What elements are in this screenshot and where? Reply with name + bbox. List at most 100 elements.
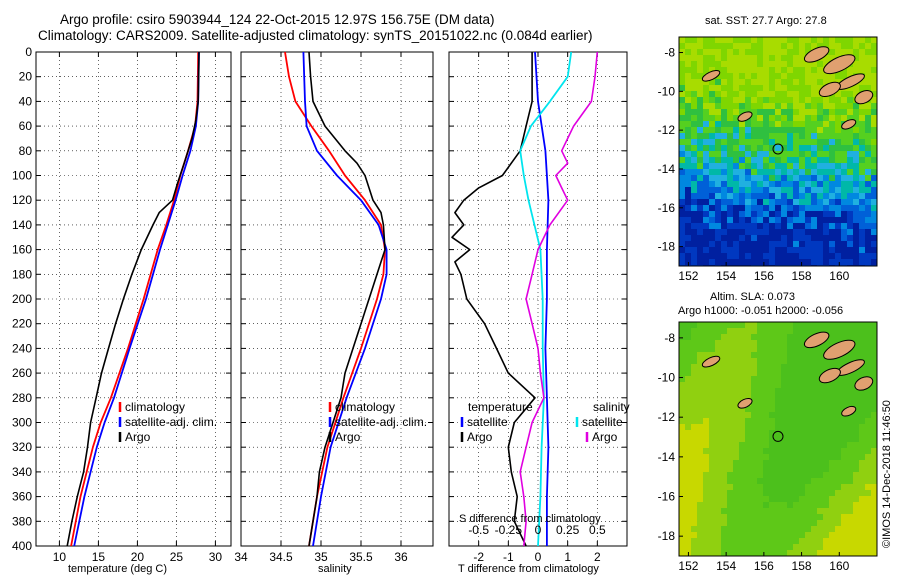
map-cell	[871, 259, 877, 265]
map-cell	[763, 67, 769, 73]
map-cell	[817, 358, 823, 364]
map-cell	[787, 460, 793, 466]
map-cell	[811, 436, 817, 442]
map-cell	[847, 253, 853, 259]
map-cell	[757, 151, 763, 157]
map-cell	[727, 424, 733, 430]
map-cell	[859, 424, 865, 430]
map-cell	[697, 496, 703, 502]
map-cell	[805, 418, 811, 424]
map-cell	[781, 520, 787, 526]
map-cell	[793, 223, 799, 229]
map-cell	[721, 187, 727, 193]
map-cell	[835, 205, 841, 211]
map-cell	[793, 205, 799, 211]
map-cell	[775, 67, 781, 73]
map-cell	[859, 436, 865, 442]
map-cell	[847, 520, 853, 526]
map-cell	[859, 508, 865, 514]
map-cell	[703, 37, 709, 43]
map-cell	[835, 259, 841, 265]
map-cell	[787, 382, 793, 388]
map-cell	[697, 376, 703, 382]
map-cell	[805, 532, 811, 538]
map-cell	[727, 478, 733, 484]
map-cell	[811, 550, 817, 556]
map-cell	[829, 400, 835, 406]
map-cell	[679, 79, 685, 85]
map-cell	[859, 79, 865, 85]
map-cell	[853, 496, 859, 502]
map-cell	[709, 430, 715, 436]
map-cell	[763, 217, 769, 223]
map-cell	[793, 169, 799, 175]
map-cell	[733, 145, 739, 151]
map-cell	[733, 388, 739, 394]
map-cell	[679, 217, 685, 223]
map-cell	[847, 145, 853, 151]
map-cell	[871, 103, 877, 109]
map-cell	[853, 193, 859, 199]
map-cell	[745, 193, 751, 199]
map-cell	[703, 376, 709, 382]
map-cell	[733, 49, 739, 55]
map-frame	[678, 36, 878, 267]
map-cell	[763, 526, 769, 532]
map-cell	[703, 430, 709, 436]
map-cell	[745, 502, 751, 508]
map-cell	[805, 430, 811, 436]
map-cell	[823, 205, 829, 211]
map-cell	[769, 175, 775, 181]
map-cell	[733, 223, 739, 229]
map-cell	[763, 205, 769, 211]
map-cell	[715, 217, 721, 223]
map-cell	[829, 364, 835, 370]
map-cell	[841, 436, 847, 442]
map-cell	[853, 109, 859, 115]
map-cell	[793, 79, 799, 85]
tick-label-y: 340	[12, 465, 32, 479]
map-cell	[859, 193, 865, 199]
map-cell	[745, 61, 751, 67]
axes-frame	[35, 51, 232, 547]
map-cell	[751, 508, 757, 514]
map-cell	[847, 352, 853, 358]
map-cell	[811, 460, 817, 466]
map-cell	[685, 388, 691, 394]
map-cell	[823, 229, 829, 235]
map-cell	[763, 346, 769, 352]
map-cell	[709, 235, 715, 241]
map-cell	[745, 181, 751, 187]
map-cell	[769, 103, 775, 109]
map-cell	[715, 247, 721, 253]
map-cell	[703, 169, 709, 175]
map-cell	[709, 418, 715, 424]
map-cell	[727, 394, 733, 400]
map-cell	[715, 121, 721, 127]
map-cell	[751, 241, 757, 247]
map-cell	[787, 97, 793, 103]
map-cell	[793, 247, 799, 253]
map-cell	[859, 460, 865, 466]
map-cell	[787, 478, 793, 484]
map-cell	[775, 259, 781, 265]
map-cell	[817, 145, 823, 151]
map-cell	[781, 37, 787, 43]
map-cell	[775, 103, 781, 109]
map-cell	[679, 328, 685, 334]
map-cell	[865, 109, 871, 115]
map-cell	[799, 193, 805, 199]
map-cell	[739, 37, 745, 43]
map-cell	[685, 61, 691, 67]
map-cell	[847, 211, 853, 217]
map-cell	[811, 412, 817, 418]
map-cell	[775, 490, 781, 496]
map-cell	[793, 514, 799, 520]
map-cell	[775, 334, 781, 340]
map-cell	[721, 55, 727, 61]
map-cell	[709, 139, 715, 145]
map-cell	[805, 520, 811, 526]
map-cell	[817, 436, 823, 442]
map-cell	[865, 424, 871, 430]
map-cell	[769, 229, 775, 235]
